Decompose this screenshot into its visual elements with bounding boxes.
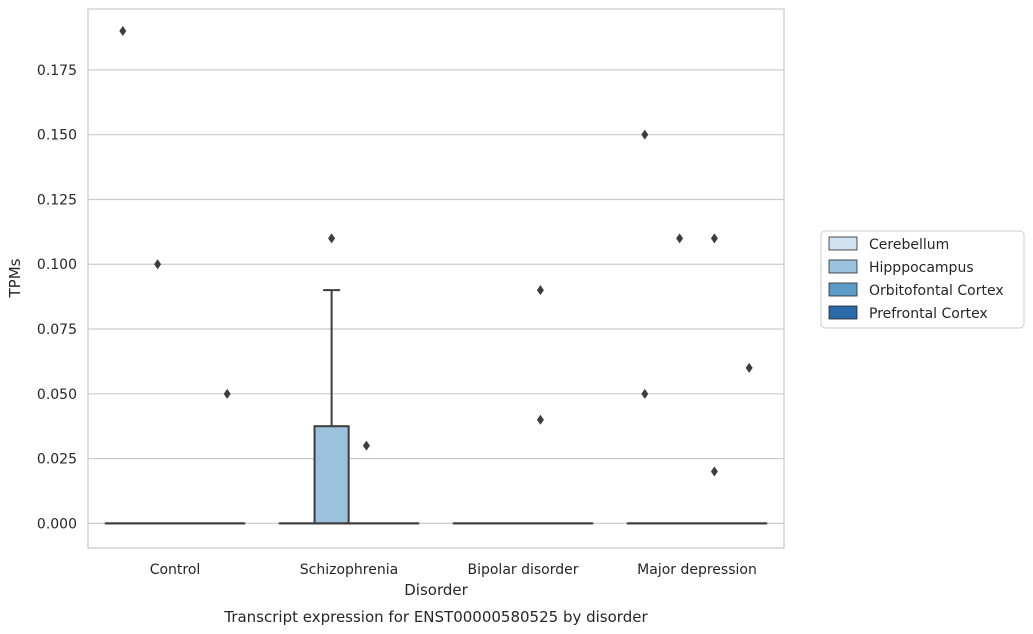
- box-plot: [139, 259, 176, 525]
- outlier-point: [119, 26, 127, 37]
- legend-item: Hipppocampus: [828, 259, 974, 276]
- legend-swatch: [828, 236, 858, 251]
- box-plot: [209, 388, 246, 525]
- y-tick-label: 0.025: [37, 452, 77, 468]
- legend-frame: [820, 230, 1025, 329]
- x-tick-label: Bipolar disorder: [467, 562, 578, 578]
- box-plot: [696, 233, 733, 525]
- legend-label: Hipppocampus: [869, 260, 974, 276]
- plot-frame: [87, 8, 785, 549]
- outlier-point: [154, 259, 162, 270]
- legend-item: Orbitofontal Cortex: [828, 282, 1004, 299]
- y-axis-title: TPMs: [6, 258, 24, 298]
- legend-swatch: [828, 282, 858, 297]
- y-tick-label: 0.075: [37, 322, 77, 338]
- outlier-point: [710, 466, 718, 477]
- box-plot: [661, 233, 698, 525]
- y-tick-label: 0.100: [37, 257, 77, 273]
- x-tick-label: Control: [150, 562, 201, 578]
- legend-label: Prefrontal Cortex: [869, 306, 988, 322]
- box-plot: [522, 285, 559, 525]
- box-plot: [626, 129, 663, 525]
- legend-swatch: [828, 259, 858, 274]
- legend-label: Orbitofontal Cortex: [869, 283, 1004, 299]
- box-plot: [104, 26, 141, 525]
- outlier-point: [328, 233, 336, 244]
- outlier-point: [536, 414, 544, 425]
- outlier-point: [223, 388, 231, 399]
- y-tick-label: 0.150: [37, 128, 77, 144]
- y-tick-label: 0.050: [37, 387, 77, 403]
- box-plot: [731, 362, 768, 525]
- outlier-point: [536, 285, 544, 296]
- outlier-point: [641, 388, 649, 399]
- chart-caption: Transcript expression for ENST0000058052…: [223, 608, 648, 626]
- grid-lines: [88, 69, 784, 524]
- y-tick-label: 0.000: [37, 516, 77, 532]
- box-plot: [348, 440, 385, 525]
- legend-item: Cerebellum: [828, 236, 949, 253]
- box-body: [313, 425, 350, 525]
- legend-item: Prefrontal Cortex: [828, 305, 988, 322]
- box-plot: [313, 233, 350, 525]
- outlier-point: [641, 129, 649, 140]
- legend: Cerebellum Hipppocampus Orbitofontal Corte…: [820, 230, 1025, 329]
- legend-label: Cerebellum: [869, 237, 949, 253]
- x-axis-title: Disorder: [404, 581, 468, 599]
- outlier-point: [710, 233, 718, 244]
- outlier-point: [745, 362, 753, 373]
- x-tick-labels: Control Schizophrenia Bipolar disorder Majo…: [150, 562, 757, 578]
- y-tick-label: 0.175: [37, 63, 77, 79]
- x-tick-label: Major depression: [637, 562, 757, 578]
- x-tick-label: Schizophrenia: [300, 562, 398, 578]
- y-tick-labels: 0.000 0.025 0.050 0.075 0.100 0.125 0.150 0.175: [37, 63, 77, 532]
- outlier-point: [676, 233, 684, 244]
- outlier-point: [362, 440, 370, 451]
- legend-swatch: [828, 305, 858, 320]
- box-plots: [104, 26, 768, 525]
- y-tick-label: 0.125: [37, 192, 77, 208]
